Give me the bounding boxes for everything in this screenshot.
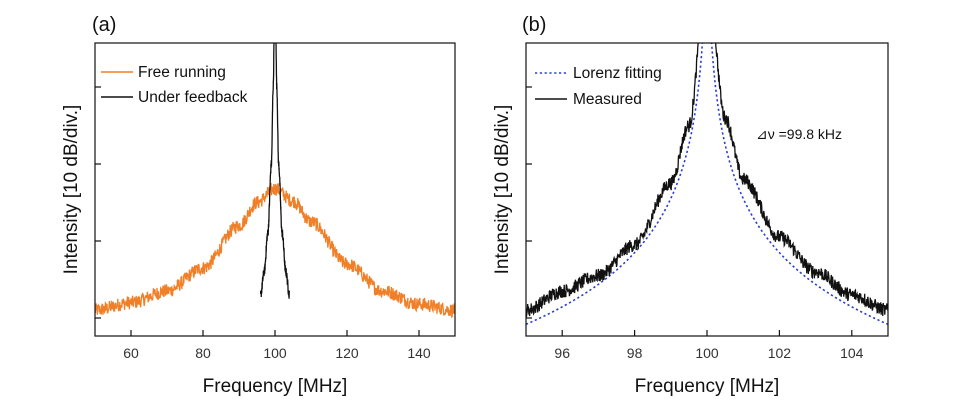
- panel-a: (a) 60 80 100 120 140 Frequency [MHz] Intens…: [61, 14, 456, 397]
- panel-a-label: (a): [92, 14, 116, 36]
- panel-b-label: (b): [522, 14, 546, 36]
- panel-b-legend: Lorenz fitting Measured: [535, 65, 662, 108]
- panel-a-legend: Free running Under feedback: [101, 64, 248, 106]
- panel-a-x-tick-label: 60: [123, 345, 139, 361]
- panel-a-plot-area: [95, 43, 455, 319]
- panel-a-x-tick-label: 80: [195, 345, 211, 361]
- panel-b-x-ticks: 96 98 100 102 104: [554, 330, 864, 361]
- panel-b-plot-area: [526, 43, 888, 326]
- panel-a-y-ticks: [95, 86, 101, 319]
- panel-b-x-axis-title: Frequency [MHz]: [635, 376, 780, 397]
- panel-b-y-axis-title: Intensity [10 dB/div.]: [492, 105, 513, 275]
- legend-label-free-running: Free running: [138, 64, 226, 81]
- series-line-free-running: [95, 182, 455, 319]
- panel-a-x-tick-label: 140: [407, 345, 431, 361]
- panel-b-x-tick-label: 98: [627, 345, 643, 361]
- panel-b: (b) 96 98 100 102 104 Frequency [MHz] Intens…: [492, 14, 889, 397]
- panel-a-y-axis-title: Intensity [10 dB/div.]: [61, 105, 82, 275]
- panel-a-x-ticks: 60 80 100 120 140: [123, 330, 431, 361]
- series-line-lorenz-fitting: [526, 43, 888, 326]
- linewidth-annotation: ⊿ν =99.8 kHz: [756, 126, 842, 142]
- panel-b-frame: [525, 42, 889, 337]
- panel-a-x-tick-label: 100: [263, 345, 287, 361]
- panel-b-y-ticks: [526, 86, 532, 319]
- panel-a-x-tick-label: 120: [335, 345, 359, 361]
- legend-label-measured: Measured: [573, 91, 642, 108]
- panel-b-x-tick-label: 96: [554, 345, 570, 361]
- series-line-under-feedback: [259, 43, 291, 299]
- legend-label-lorenz-fitting: Lorenz fitting: [573, 65, 662, 82]
- legend-label-under-feedback: Under feedback: [138, 89, 248, 106]
- series-line-measured: [526, 43, 888, 318]
- panel-b-x-tick-label: 100: [695, 345, 719, 361]
- panel-b-x-tick-label: 102: [768, 345, 792, 361]
- panel-a-x-axis-title: Frequency [MHz]: [203, 376, 348, 397]
- panel-b-x-tick-label: 104: [840, 345, 864, 361]
